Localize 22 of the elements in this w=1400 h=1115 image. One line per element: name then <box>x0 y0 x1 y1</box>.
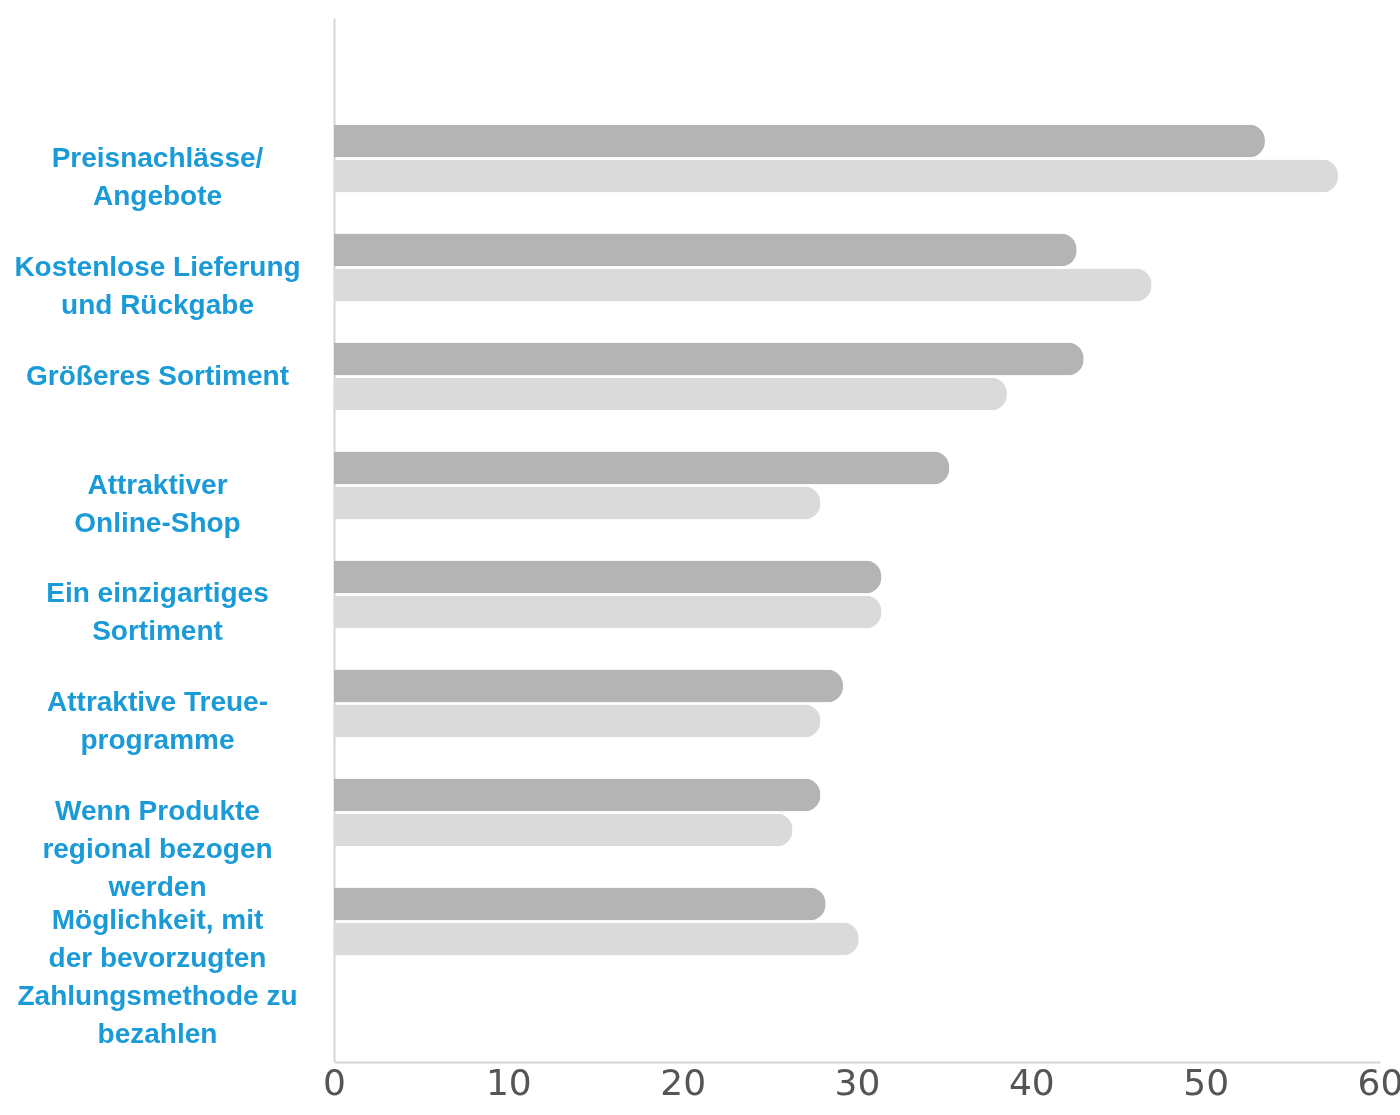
bar <box>334 233 1077 267</box>
bar <box>334 451 950 485</box>
y-tick-label: Möglichkeit, mit der bevorzugten Zahlungsmethode zu bezahlen <box>17 904 298 1050</box>
bar <box>334 887 826 921</box>
bar <box>334 560 882 594</box>
y-tick-label: Kostenlose Lieferung und Rückgabe <box>14 250 301 320</box>
bar <box>334 342 1084 376</box>
y-tick-label: Attraktive Treue- programme <box>47 686 268 756</box>
bar <box>334 669 844 703</box>
bar <box>334 778 821 812</box>
y-tick-label: Größeres Sortiment <box>26 359 289 391</box>
x-tick-label: 30 <box>834 1061 881 1103</box>
x-tick-label: 20 <box>660 1061 707 1103</box>
y-tick-label: Attraktiver Online-Shop <box>74 468 241 538</box>
bar <box>334 124 1265 158</box>
x-tick-label: 50 <box>1183 1061 1230 1103</box>
x-tick-label: 40 <box>1008 1061 1055 1103</box>
y-tick-label: Preisnachlässe/ Angebote <box>51 141 264 211</box>
y-tick-label: Wenn Produkte regional bezogen werden <box>42 795 273 903</box>
x-tick-label: 10 <box>485 1061 532 1103</box>
y-tick-label: Ein einzigartiges Sortiment <box>46 577 269 647</box>
x-tick-label: 0 <box>323 1061 346 1103</box>
